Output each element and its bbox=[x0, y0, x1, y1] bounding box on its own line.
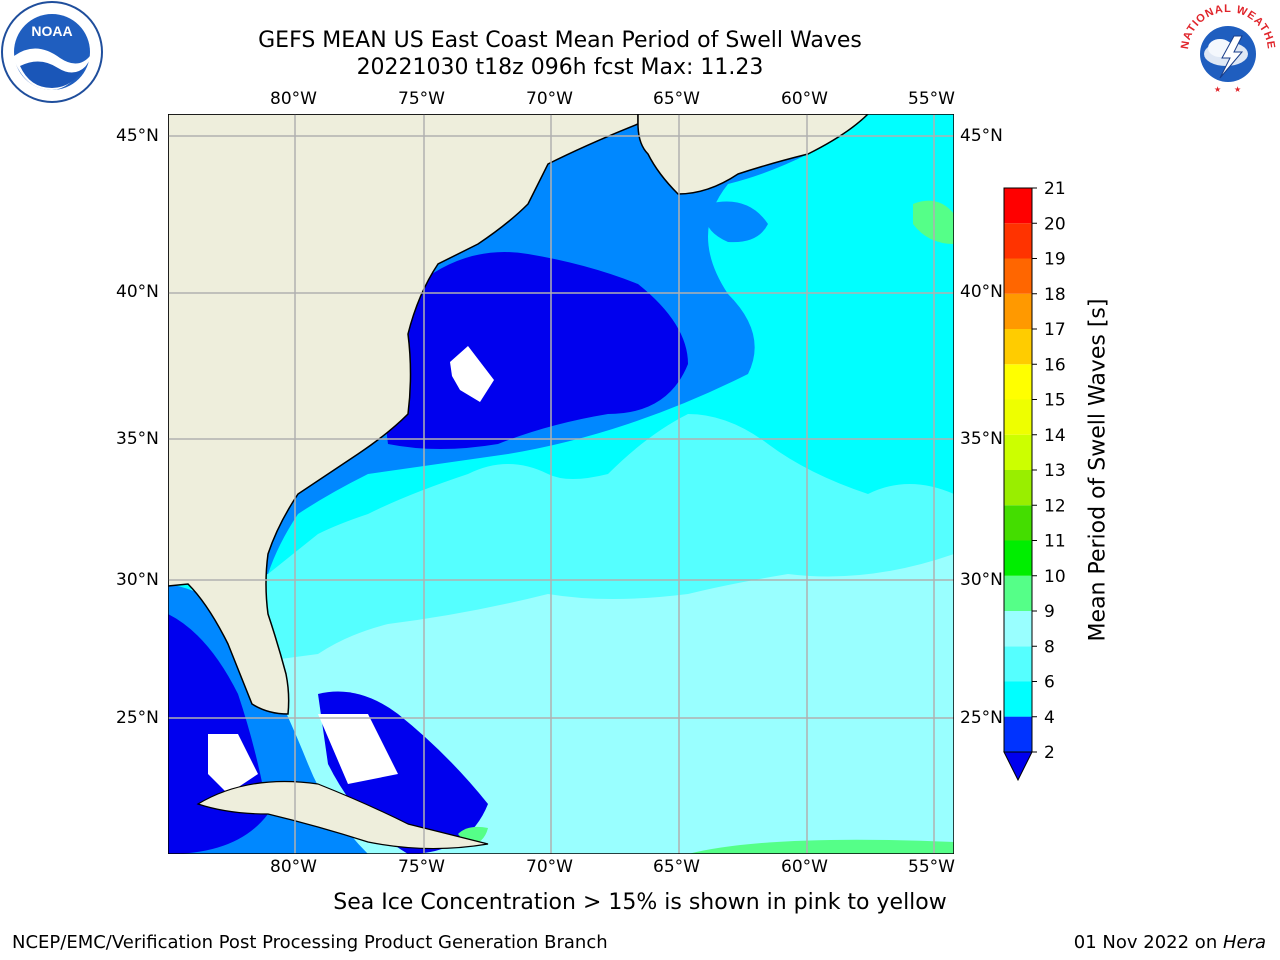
lat-label-left: 25°N bbox=[116, 708, 159, 728]
lon-label-bottom: 80°W bbox=[270, 857, 317, 877]
lon-label-top: 60°W bbox=[781, 89, 828, 109]
colorbar-segment bbox=[1004, 399, 1032, 435]
colorbar-tick-label: 10 bbox=[1044, 567, 1066, 587]
nws-logo: NATIONAL WEATHER SERVICE ★ ★ bbox=[1176, 0, 1277, 101]
colorbar-tick-label: 18 bbox=[1044, 285, 1066, 305]
map-subtitle: 20221030 t18z 096h fcst Max: 11.23 bbox=[356, 55, 764, 80]
lat-label-right: 40°N bbox=[960, 282, 1003, 302]
lon-label-bottom: 60°W bbox=[781, 857, 828, 877]
colorbar-tick-label: 19 bbox=[1044, 250, 1066, 270]
colorbar-tick-label: 15 bbox=[1044, 391, 1066, 411]
colorbar-segment bbox=[1004, 223, 1032, 259]
lat-label-left: 40°N bbox=[116, 282, 159, 302]
swell-period-map bbox=[168, 114, 954, 854]
colorbar-segment bbox=[1004, 258, 1032, 294]
colorbar-segment bbox=[1004, 188, 1032, 224]
colorbar-tick-label: 8 bbox=[1044, 637, 1055, 657]
footer-date-text: 01 Nov 2022 on bbox=[1073, 932, 1223, 953]
lon-label-bottom: 75°W bbox=[398, 857, 445, 877]
lat-label-right: 30°N bbox=[960, 570, 1003, 590]
sea-ice-note: Sea Ice Concentration > 15% is shown in … bbox=[333, 890, 947, 915]
colorbar-tick-label: 17 bbox=[1044, 320, 1066, 340]
colorbar-tick-label: 4 bbox=[1044, 708, 1055, 728]
colorbar-tick-label: 14 bbox=[1044, 426, 1066, 446]
colorbar-tick-label: 21 bbox=[1044, 180, 1066, 199]
colorbar-segment bbox=[1004, 434, 1032, 470]
colorbar-segment bbox=[1004, 611, 1032, 647]
lat-label-right: 45°N bbox=[960, 126, 1003, 146]
lon-label-bottom: 70°W bbox=[526, 857, 573, 877]
map-title: GEFS MEAN US East Coast Mean Period of S… bbox=[258, 28, 862, 53]
colorbar-segment bbox=[1004, 364, 1032, 400]
colorbar-segment bbox=[1004, 505, 1032, 541]
svg-text:★: ★ bbox=[1234, 85, 1241, 94]
colorbar-tick-label: 2 bbox=[1044, 743, 1055, 763]
lon-label-bottom: 55°W bbox=[908, 857, 955, 877]
lon-label-bottom: 65°W bbox=[653, 857, 700, 877]
colorbar-segment bbox=[1004, 470, 1032, 506]
lat-label-left: 35°N bbox=[116, 429, 159, 449]
colorbar-tick-label: 16 bbox=[1044, 355, 1066, 375]
svg-text:★: ★ bbox=[1214, 85, 1221, 94]
colorbar-under-arrow bbox=[1003, 751, 1033, 782]
colorbar-label: Mean Period of Swell Waves [s] bbox=[1085, 298, 1111, 642]
colorbar-segment bbox=[1004, 716, 1032, 752]
lat-label-right: 25°N bbox=[960, 708, 1003, 728]
lon-label-top: 75°W bbox=[398, 89, 445, 109]
colorbar-tick-label: 20 bbox=[1044, 214, 1066, 234]
colorbar-tick-label: 13 bbox=[1044, 461, 1066, 481]
lon-label-top: 55°W bbox=[908, 89, 955, 109]
colorbar-segment bbox=[1004, 293, 1032, 329]
colorbar-segment bbox=[1004, 540, 1032, 576]
colorbar-tick-label: 6 bbox=[1044, 673, 1055, 693]
colorbar-segment bbox=[1004, 329, 1032, 365]
footer-branch: NCEP/EMC/Verification Post Processing Pr… bbox=[12, 932, 608, 953]
lat-label-right: 35°N bbox=[960, 429, 1003, 449]
colorbar: 2 4 6 8 9 10 11 12 13 14 15 16 17 18 19 20 21 bbox=[1003, 180, 1066, 782]
colorbar-tick-label: 11 bbox=[1044, 532, 1066, 552]
lat-label-left: 30°N bbox=[116, 570, 159, 590]
noaa-logo: NOAA bbox=[1, 1, 103, 103]
colorbar-segment bbox=[1004, 575, 1032, 611]
colorbar-tick-label: 9 bbox=[1044, 602, 1055, 622]
colorbar-segment bbox=[1004, 646, 1032, 682]
footer-date: 01 Nov 2022 on Hera bbox=[1074, 932, 1266, 953]
lat-label-left: 45°N bbox=[116, 126, 159, 146]
colorbar-tick-label: 12 bbox=[1044, 496, 1066, 516]
lon-label-top: 65°W bbox=[653, 89, 700, 109]
colorbar-segment bbox=[1004, 681, 1032, 717]
lon-label-top: 80°W bbox=[270, 89, 317, 109]
footer-machine: Hera bbox=[1222, 932, 1266, 953]
svg-text:NOAA: NOAA bbox=[31, 23, 72, 39]
lon-label-top: 70°W bbox=[526, 89, 573, 109]
